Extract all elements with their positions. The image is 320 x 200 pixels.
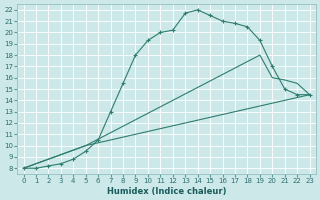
X-axis label: Humidex (Indice chaleur): Humidex (Indice chaleur) — [107, 187, 226, 196]
